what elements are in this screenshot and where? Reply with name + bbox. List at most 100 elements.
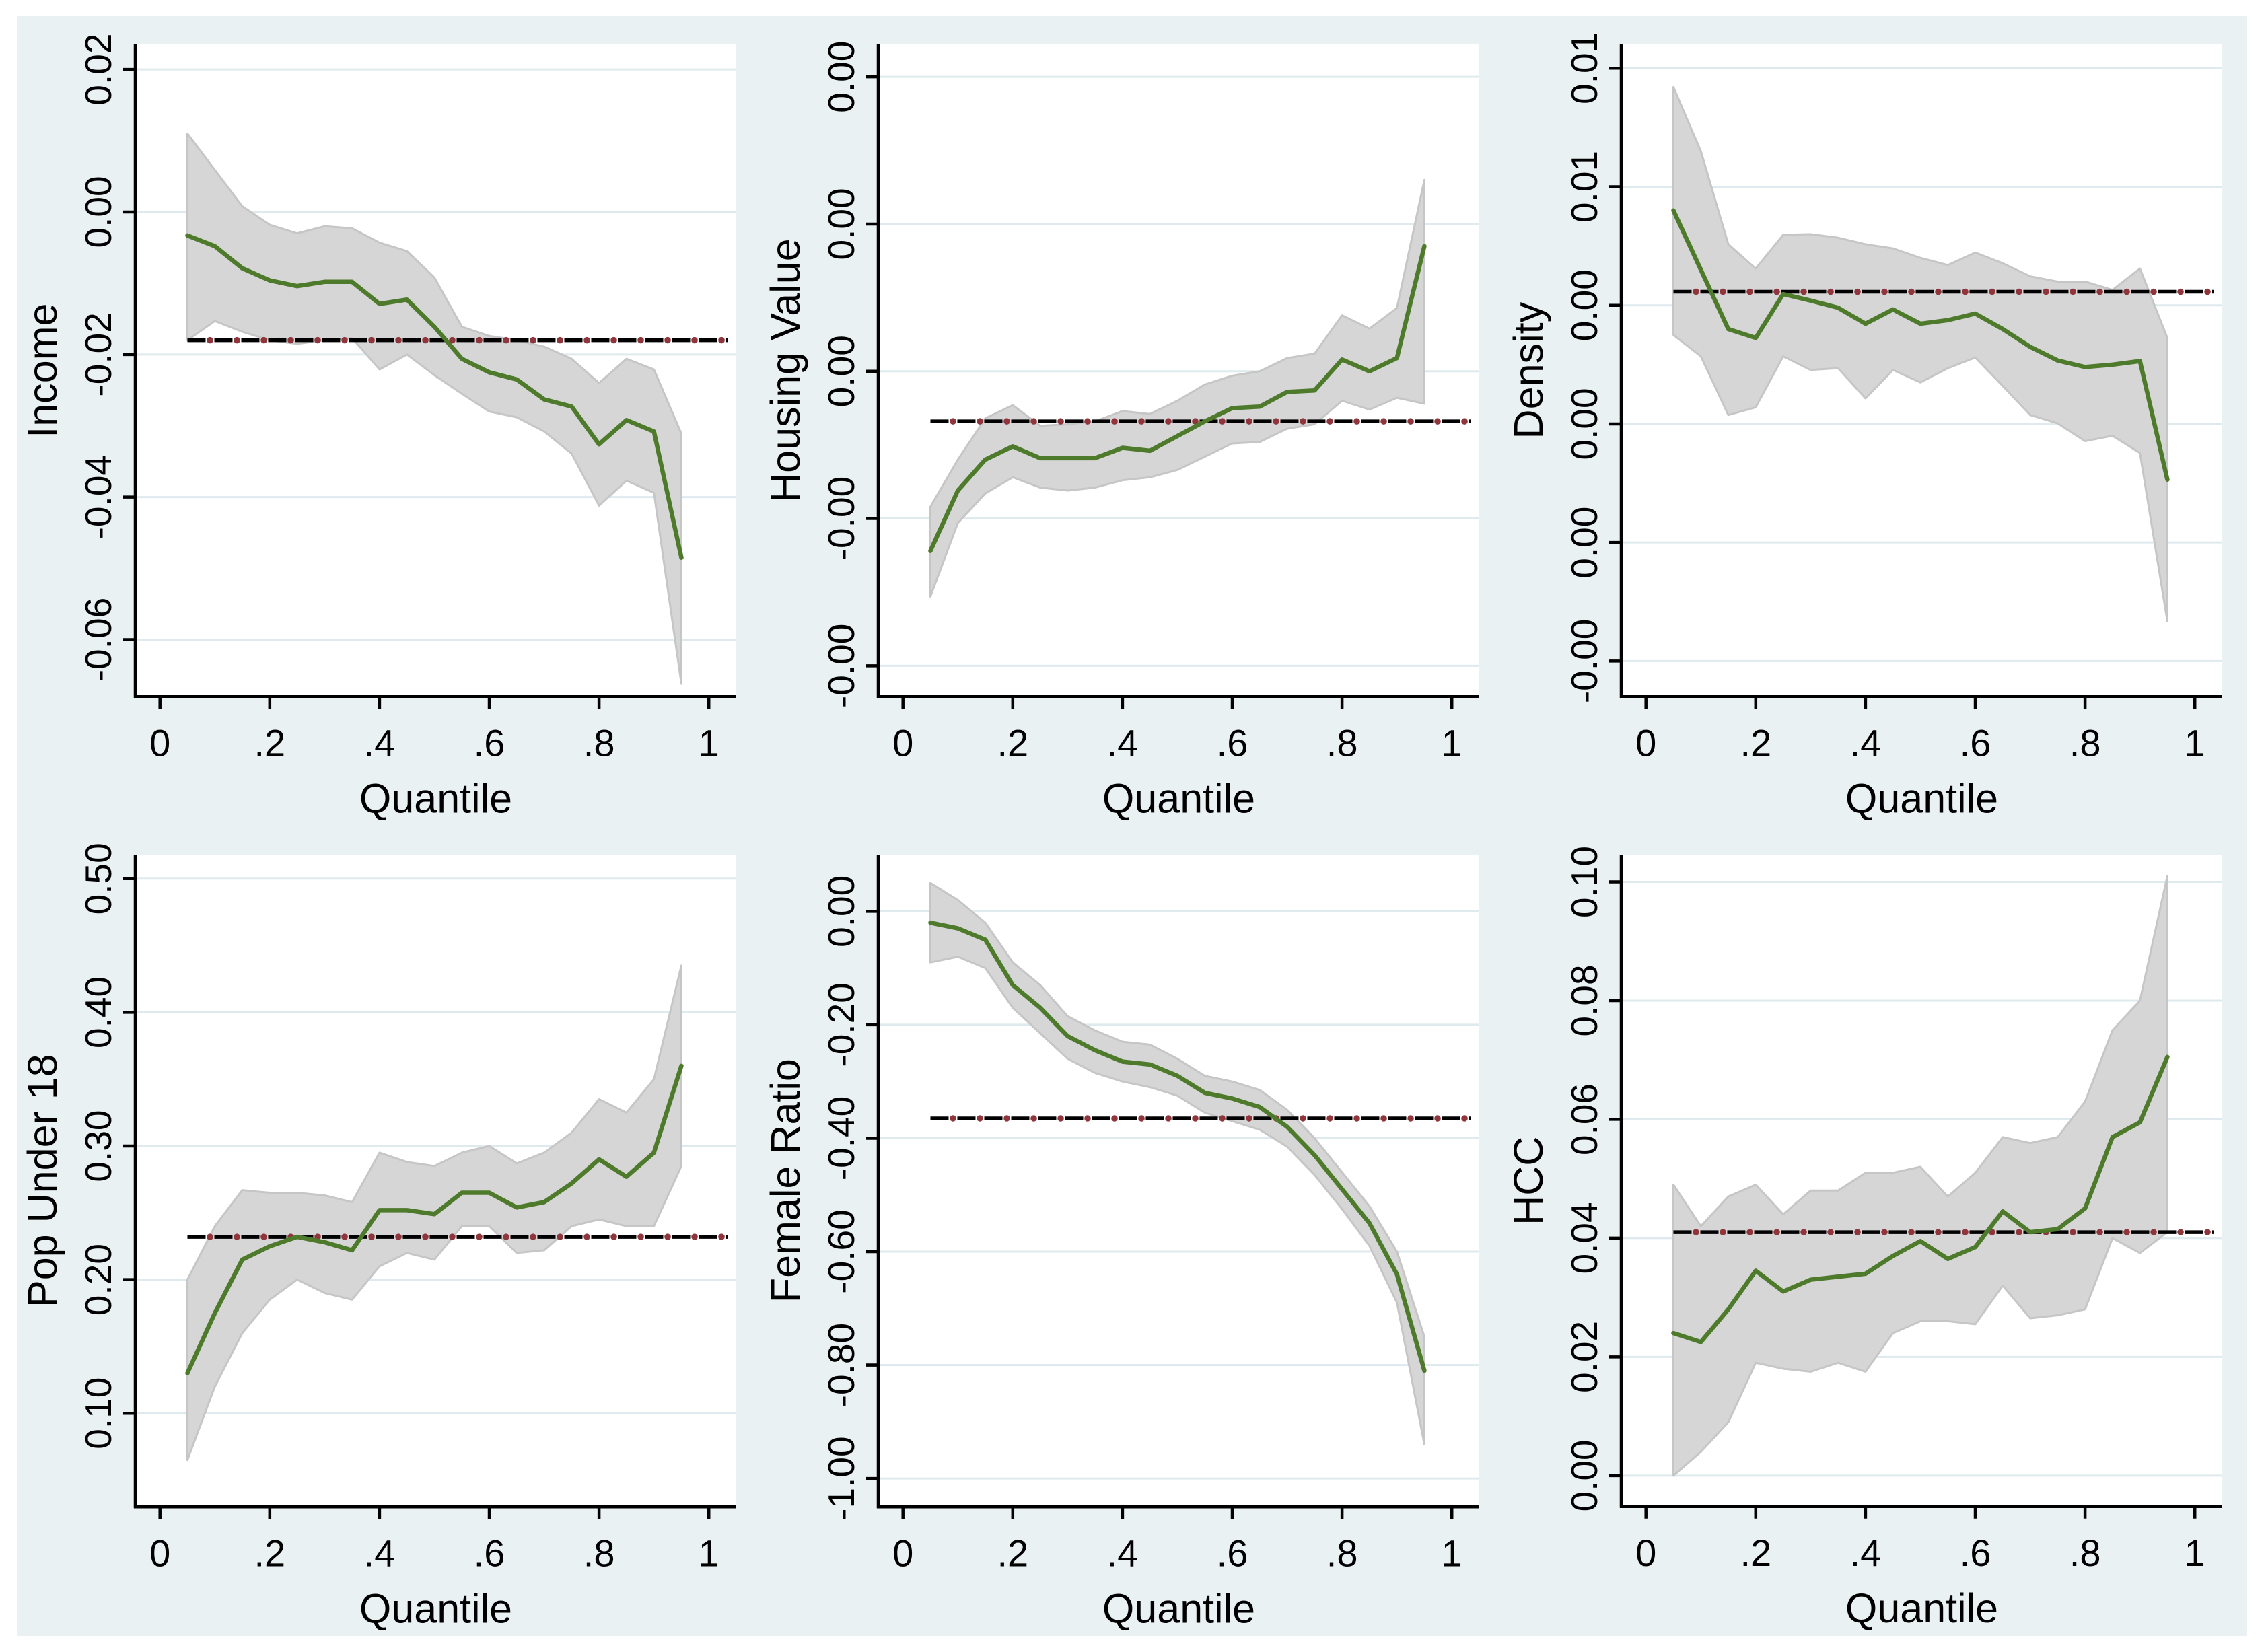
estimate-line: [1671, 208, 2170, 482]
y-tick-label: -1.00: [820, 1436, 862, 1520]
y-tick-label: 0.06: [1563, 1083, 1605, 1155]
y-tick-label: 0.50: [77, 842, 119, 914]
x-tick-label: .2: [254, 721, 285, 764]
x-axis-title: Quantile: [1845, 775, 1998, 821]
y-axis-title: Female Ratio: [763, 1058, 808, 1303]
x-tick-label: .2: [1740, 1531, 1771, 1573]
y-tick-label: -0.00: [1563, 619, 1605, 703]
hcc-chart: 0.10 0.08 0.06 0.04 0.02 0.00 0 .2 .4 .6 .8 1 HCC Qua…: [1506, 845, 2222, 1630]
x-axis-title: Quantile: [1102, 775, 1255, 821]
x-tick-label: .4: [1850, 721, 1882, 764]
x-tick-label: 1: [1442, 721, 1462, 764]
panel-housing-value: 0.00 0.00 0.00 -0.00 -0.00 0 .2 .4 .6 .8 1 Housing …: [760, 16, 1504, 826]
income-chart: 0.02 0.00 -0.02 -0.04 -0.06 0 .2 .4 .6 .8 1 Income Q…: [20, 34, 736, 821]
y-tick-label: 0.00: [1563, 388, 1605, 460]
density-chart: 0.01 0.01 0.00 0.00 0.00 -0.00 0 .2 .4 .6 .8 1 Densi…: [1506, 32, 2222, 821]
x-tick-label: 1: [1442, 1532, 1462, 1574]
estimate-line: [185, 1063, 684, 1375]
y-axis-title: Density: [1506, 301, 1551, 439]
x-tick-label: 0: [149, 1532, 170, 1574]
panel-hcc: 0.10 0.08 0.06 0.04 0.02 0.00 0 .2 .4 .6 .8 1 HCC Qua…: [1504, 826, 2247, 1637]
y-tick-label: 0.02: [77, 34, 119, 106]
x-axis-title: Quantile: [359, 1585, 512, 1631]
x-axis-title: Quantile: [1102, 1585, 1255, 1631]
quantile-effects-figure: 0.02 0.00 -0.02 -0.04 -0.06 0 .2 .4 .6 .8 1 Income Q…: [17, 16, 2247, 1636]
y-tick-label: 0.00: [820, 188, 862, 260]
y-tick-label: -0.02: [77, 312, 119, 396]
y-tick-label: 0.20: [77, 1244, 119, 1316]
y-tick-label: 0.00: [77, 176, 119, 248]
y-tick-label: 0.40: [77, 976, 119, 1048]
x-tick-label: .6: [474, 1532, 505, 1574]
x-tick-label: .2: [254, 1532, 285, 1574]
x-tick-label: 0: [1635, 1531, 1656, 1573]
x-tick-label: .8: [1326, 1532, 1358, 1574]
y-tick-label: -0.20: [820, 982, 862, 1067]
x-tick-label: 0: [1635, 721, 1656, 764]
x-tick-label: 1: [2185, 1531, 2205, 1573]
x-tick-label: .6: [1217, 1532, 1248, 1574]
y-tick-label: -0.00: [820, 476, 862, 561]
panel-female-ratio: 0.00 -0.20 -0.40 -0.60 -0.80 -1.00 0 .2 .4 .6 .8 1 F…: [760, 826, 1504, 1637]
y-tick-label: -0.00: [820, 624, 862, 708]
x-tick-label: .4: [364, 721, 396, 764]
panel-pop-under-18: 0.50 0.40 0.30 0.20 0.10 0 .2 .4 .6 .8 1 Pop Under …: [17, 826, 760, 1637]
x-tick-label: .6: [1960, 1531, 1991, 1573]
x-axis-title: Quantile: [1845, 1585, 1998, 1630]
pop-under-18-chart: 0.50 0.40 0.30 0.20 0.10 0 .2 .4 .6 .8 1 Pop Under …: [20, 842, 736, 1631]
x-tick-label: .6: [474, 721, 505, 764]
housing-value-chart: 0.00 0.00 0.00 -0.00 -0.00 0 .2 .4 .6 .8 1 Housing …: [763, 41, 1479, 821]
y-tick-label: 0.00: [820, 41, 862, 113]
x-tick-label: .2: [1740, 721, 1771, 764]
x-tick-label: .8: [2070, 721, 2101, 764]
x-tick-label: 0: [892, 721, 913, 764]
panel-income: 0.02 0.00 -0.02 -0.04 -0.06 0 .2 .4 .6 .8 1 Income Q…: [17, 16, 760, 826]
x-tick-label: .2: [997, 721, 1028, 764]
y-tick-label: 0.00: [1563, 1439, 1605, 1511]
x-tick-label: .2: [997, 1532, 1028, 1574]
y-tick-label: 0.08: [1563, 964, 1605, 1036]
x-tick-label: .4: [364, 1532, 396, 1574]
y-tick-label: 0.10: [77, 1377, 119, 1449]
y-tick-label: -0.06: [77, 598, 119, 682]
y-axis-title: Housing Value: [763, 238, 808, 503]
x-tick-label: .6: [1960, 721, 1991, 764]
y-axis-title: Income: [20, 303, 65, 438]
x-tick-label: .8: [583, 1532, 615, 1574]
y-tick-label: 0.00: [820, 335, 862, 407]
x-tick-label: .4: [1850, 1531, 1882, 1573]
y-tick-label: 0.04: [1563, 1202, 1605, 1274]
panel-density: 0.01 0.01 0.00 0.00 0.00 -0.00 0 .2 .4 .6 .8 1 Densi…: [1504, 16, 2247, 826]
y-tick-label: 0.02: [1563, 1320, 1605, 1392]
x-tick-label: .6: [1217, 721, 1248, 764]
y-axis-title: Pop Under 18: [20, 1054, 65, 1307]
y-tick-label: 0.01: [1563, 151, 1605, 223]
y-axis-title: HCC: [1506, 1136, 1551, 1225]
y-tick-label: -0.80: [820, 1322, 862, 1406]
female-ratio-chart: 0.00 -0.20 -0.40 -0.60 -0.80 -1.00 0 .2 .4 .6 .8 1 F…: [763, 854, 1479, 1631]
y-tick-label: 0.10: [1563, 845, 1605, 917]
x-tick-label: .4: [1107, 1532, 1139, 1574]
x-tick-label: 1: [699, 721, 719, 764]
y-tick-label: -0.04: [77, 455, 119, 539]
y-tick-label: 0.30: [77, 1110, 119, 1182]
x-tick-label: 0: [892, 1532, 913, 1574]
estimate-line: [928, 920, 1427, 1373]
x-tick-label: 1: [2185, 721, 2205, 764]
estimate-line: [928, 244, 1427, 553]
confidence-band: [1672, 85, 2168, 622]
x-tick-label: .8: [2070, 1531, 2101, 1573]
estimate-line: [185, 233, 684, 560]
x-tick-label: 0: [149, 721, 170, 764]
y-tick-label: 0.01: [1563, 32, 1605, 104]
x-tick-label: .4: [1107, 721, 1139, 764]
y-tick-label: -0.40: [820, 1096, 862, 1180]
y-tick-label: 0.00: [820, 875, 862, 947]
confidence-band: [929, 178, 1425, 598]
y-tick-label: -0.60: [820, 1209, 862, 1293]
y-tick-label: 0.00: [1563, 507, 1605, 579]
x-axis-title: Quantile: [359, 775, 512, 821]
x-tick-label: .8: [1326, 721, 1358, 764]
x-tick-label: 1: [699, 1532, 719, 1574]
